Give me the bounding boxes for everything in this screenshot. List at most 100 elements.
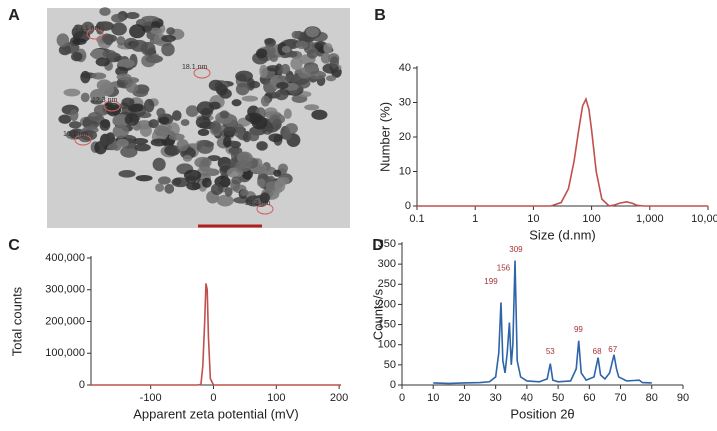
x-tick-label: 20 xyxy=(458,392,470,404)
particle xyxy=(259,64,268,79)
particle xyxy=(73,24,83,31)
particle xyxy=(102,49,117,58)
particle xyxy=(164,145,181,156)
particle xyxy=(274,89,289,101)
particle xyxy=(95,57,110,67)
particle xyxy=(150,138,167,147)
particle xyxy=(305,26,320,38)
y-tick-label: 100 xyxy=(378,339,396,351)
x-axis-label: Size (d.nm) xyxy=(529,227,595,242)
particle xyxy=(80,130,98,141)
particle xyxy=(149,27,163,35)
particle xyxy=(182,154,193,162)
peak-label: 53 xyxy=(546,347,555,356)
particle xyxy=(90,48,107,60)
data-line xyxy=(433,260,652,385)
particle xyxy=(308,70,327,80)
particle xyxy=(282,130,292,141)
particle xyxy=(157,176,171,185)
particle xyxy=(257,178,266,187)
particle xyxy=(223,126,237,136)
y-tick-label: 150 xyxy=(378,318,396,330)
y-tick-label: 200 xyxy=(378,298,396,310)
data-line xyxy=(91,283,341,386)
x-tick-label: -100 xyxy=(140,392,162,404)
particle xyxy=(135,174,153,182)
particle xyxy=(166,27,176,35)
particle xyxy=(248,80,261,89)
particle xyxy=(124,113,140,126)
particle xyxy=(69,109,79,122)
particle xyxy=(235,159,252,172)
x-tick-label: 50 xyxy=(552,392,564,404)
particle xyxy=(111,13,126,23)
particle xyxy=(143,98,155,113)
particle xyxy=(70,52,83,62)
particle xyxy=(155,183,165,192)
particle xyxy=(91,72,107,80)
y-tick-label: 250 xyxy=(378,278,396,290)
particle xyxy=(101,133,115,145)
annotation: 23.1 nm xyxy=(75,25,100,32)
marker xyxy=(193,67,211,79)
particle xyxy=(87,111,103,122)
particle xyxy=(274,178,286,193)
panel-label: B xyxy=(374,7,386,24)
particle xyxy=(185,105,199,118)
particle xyxy=(276,81,289,90)
particle xyxy=(140,41,156,56)
x-tick-label: 10,000 xyxy=(691,213,717,225)
particle xyxy=(201,177,212,188)
particle xyxy=(125,82,139,93)
y-axis-label: Counts/s xyxy=(370,288,385,340)
particle xyxy=(207,155,221,162)
y-axis-label: Number (%) xyxy=(377,102,392,172)
y-tick-label: 200,000 xyxy=(45,315,85,327)
particle xyxy=(185,175,197,184)
marker xyxy=(74,134,92,146)
y-tick-label: 10 xyxy=(399,165,411,177)
marker xyxy=(103,100,121,112)
particle xyxy=(116,36,126,46)
particle xyxy=(223,135,232,148)
particle xyxy=(220,177,231,188)
panel-label: D xyxy=(372,237,384,254)
particle xyxy=(141,15,159,22)
particle xyxy=(224,187,233,197)
particle xyxy=(158,116,170,125)
particle xyxy=(168,133,185,141)
particle xyxy=(306,49,318,59)
particle xyxy=(121,97,135,107)
y-tick-label: 40 xyxy=(399,62,411,74)
peak-label: 99 xyxy=(574,325,583,334)
particle xyxy=(117,59,135,69)
particle xyxy=(111,22,127,36)
particle xyxy=(320,52,331,64)
particle xyxy=(291,30,301,39)
y-tick-label: 20 xyxy=(399,131,411,143)
particle xyxy=(240,189,249,197)
particle xyxy=(231,176,243,185)
particle xyxy=(266,65,280,72)
particle xyxy=(323,42,333,54)
x-tick-label: 30 xyxy=(490,392,502,404)
particle xyxy=(176,138,189,152)
particle xyxy=(112,124,129,139)
particle xyxy=(278,163,289,174)
particle xyxy=(284,74,301,82)
particle xyxy=(56,33,70,48)
y-tick-label: 0 xyxy=(390,379,396,391)
particle xyxy=(145,54,163,64)
particle xyxy=(161,42,175,57)
particle xyxy=(120,145,138,158)
annotation: 18.1 nm xyxy=(182,64,207,71)
particle xyxy=(99,119,111,131)
particle xyxy=(272,118,282,131)
particle xyxy=(283,108,292,120)
y-tick-label: 300,000 xyxy=(45,284,85,296)
y-tick-label: 300 xyxy=(378,258,396,270)
particle xyxy=(269,54,278,62)
particle xyxy=(194,156,212,169)
x-tick-label: 10 xyxy=(427,392,439,404)
